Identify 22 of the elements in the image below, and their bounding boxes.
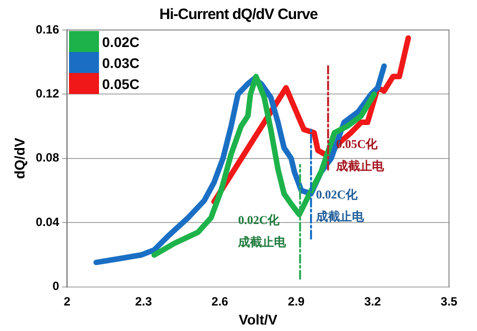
legend-label: 0.05C [102, 76, 140, 92]
y-tick-label: 0.04 [36, 214, 60, 229]
annotation: 0.02C化 [316, 188, 359, 202]
legend-label: 0.03C [102, 54, 140, 70]
x-axis-title: Volt/V [238, 311, 278, 328]
annotation: 成截止电 [335, 159, 386, 174]
x-tick-label: 2.9 [288, 294, 305, 308]
x-tick-label: 3.2 [364, 294, 382, 308]
annotation: 0.02C化 [238, 212, 281, 227]
annotation: 成截止电 [237, 234, 288, 249]
x-tick-label: 2.6 [212, 294, 229, 308]
y-tick-label: 0.12 [36, 86, 60, 101]
x-tick-label: 2 [64, 294, 71, 308]
annotation: 成截止电 [315, 210, 366, 224]
y-axis-title: dQ/dV [11, 137, 28, 180]
y-tick-label: 0.08 [36, 150, 60, 165]
x-tick-label: 2.3 [135, 294, 152, 308]
y-tick-label: 0 [52, 279, 60, 294]
x-tick-label: 3.5 [440, 294, 458, 308]
y-tick-label: 0.16 [36, 22, 60, 36]
chart-title: Hi-Current dQ/dV Curve [158, 6, 319, 23]
legend-label: 0.02C [102, 34, 140, 50]
